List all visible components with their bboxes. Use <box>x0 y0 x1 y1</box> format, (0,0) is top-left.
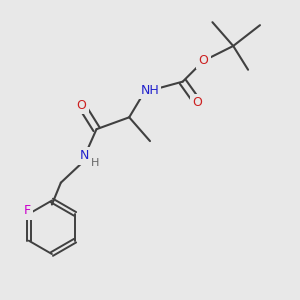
Text: H: H <box>91 158 99 168</box>
Text: O: O <box>77 99 87 112</box>
Text: O: O <box>199 54 208 67</box>
Text: NH: NH <box>141 84 159 97</box>
Text: O: O <box>193 96 202 109</box>
Text: F: F <box>24 204 31 218</box>
Text: N: N <box>80 149 89 162</box>
